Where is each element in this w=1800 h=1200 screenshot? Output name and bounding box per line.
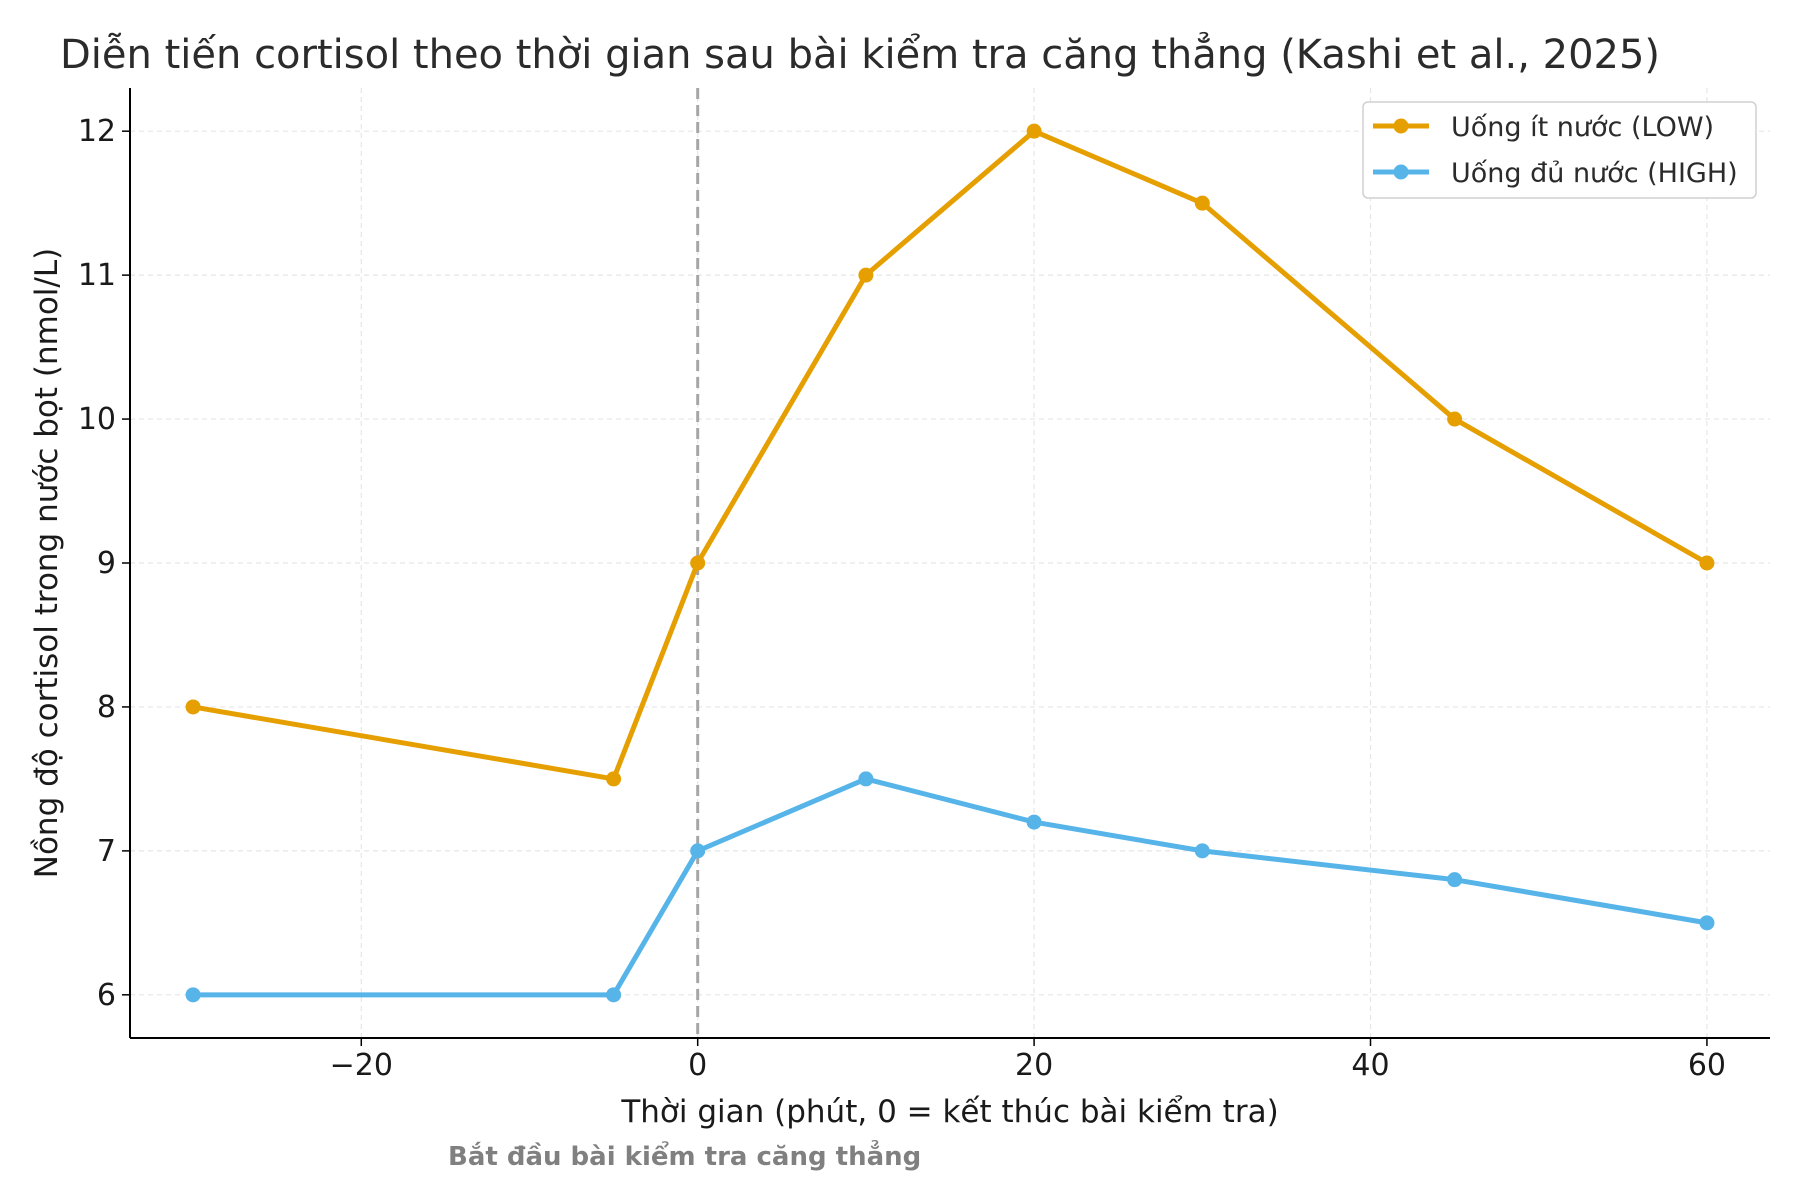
y-tick-label: 8	[97, 690, 116, 725]
legend-marker	[1393, 118, 1409, 134]
y-tick-label: 12	[78, 114, 116, 149]
tick-labels: −20 0 20 40 60 6 7 8 9 10 11 12	[78, 114, 1726, 1083]
data-point	[690, 843, 706, 859]
x-tick-label: 60	[1688, 1048, 1726, 1083]
legend: Uống ít nước (LOW) Uống đủ nước (HIGH)	[1362, 101, 1757, 199]
x-tick-label: 0	[688, 1048, 707, 1083]
annotation-text: Bắt đầu bài kiểm tra căng thẳng	[448, 1138, 921, 1172]
data-point	[1699, 915, 1715, 931]
y-tick-label: 6	[97, 978, 116, 1013]
grid-lines	[130, 88, 1770, 1038]
axes	[122, 88, 1770, 1046]
data-point	[1026, 123, 1042, 139]
series-group	[185, 123, 1715, 1003]
legend-box	[1362, 101, 1757, 199]
legend-label: Uống ít nước (LOW)	[1451, 112, 1714, 143]
data-point	[606, 987, 622, 1003]
data-point	[606, 771, 622, 787]
data-point	[1447, 872, 1463, 888]
data-point	[185, 987, 201, 1003]
data-point	[858, 771, 874, 787]
y-tick-label: 9	[97, 546, 116, 581]
data-point	[1447, 411, 1463, 427]
x-tick-label: −20	[330, 1048, 393, 1083]
series-2	[185, 771, 1715, 1003]
series-1	[185, 123, 1715, 787]
data-point	[1026, 814, 1042, 830]
data-point	[690, 555, 706, 571]
series-line	[193, 776, 1708, 998]
x-tick-label: 20	[1015, 1048, 1053, 1083]
x-axis-label: Thời gian (phút, 0 = kết thúc bài kiểm t…	[620, 1094, 1278, 1130]
x-tick-label: 40	[1351, 1048, 1389, 1083]
data-point	[185, 699, 201, 715]
data-point	[1699, 555, 1715, 571]
chart-title: Diễn tiến cortisol theo thời gian sau bà…	[60, 31, 1660, 78]
y-axis-label: Nồng độ cortisol trong nước bọt (nmol/L)	[29, 248, 65, 878]
legend-label: Uống đủ nước (HIGH)	[1451, 158, 1738, 189]
y-tick-label: 11	[78, 258, 116, 293]
data-point	[1194, 843, 1210, 859]
data-point	[858, 267, 874, 283]
y-tick-label: 7	[97, 834, 116, 869]
series-line	[192, 128, 1709, 782]
legend-marker	[1393, 164, 1409, 180]
data-point	[1194, 195, 1210, 211]
y-tick-label: 10	[78, 402, 116, 437]
